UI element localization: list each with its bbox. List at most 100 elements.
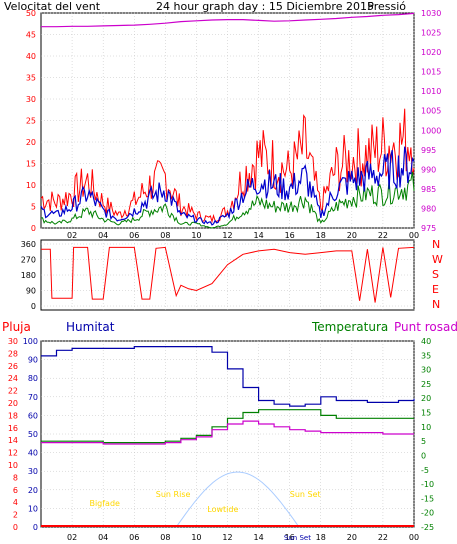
wind-speed-label: Velocitat del vent [4, 0, 101, 13]
dewpoint-label: Punt rosada [394, 320, 457, 334]
temperature-axis-tick-label: -15 [421, 494, 434, 503]
pressure-axis-tick-label: 1015 [421, 68, 441, 77]
pressure-axis-tick-label: 990 [421, 165, 436, 174]
panel1-x-tick-label: 04 [98, 231, 108, 240]
humidity-axis-tick-label: 50 [28, 430, 38, 439]
panel3-x-tick-label: 06 [129, 533, 139, 542]
temperature-axis-tick-label: 20 [421, 394, 431, 403]
compass-label: W [432, 253, 443, 266]
pressure-series [41, 12, 415, 28]
compass-label: E [432, 283, 439, 296]
temperature-label: Temperatura [311, 320, 388, 334]
panel1-x-tick-label: 00 [409, 231, 419, 240]
humidity-axis-tick-label: 80 [28, 374, 38, 383]
rain-axis-tick-label: 16 [8, 424, 18, 433]
pressure-axis-tick-label: 1010 [421, 87, 441, 96]
humidity-axis-tick-label: 0 [33, 523, 38, 532]
rain-axis-tick-label: 12 [8, 449, 18, 458]
panel3-x-tick-label: 22 [378, 533, 388, 542]
rain-axis-tick-label: 8 [13, 473, 18, 482]
panel1-x-tick-label: 08 [160, 231, 170, 240]
wind-direction-series [41, 246, 415, 303]
pressure-axis-tick-label: 975 [421, 224, 436, 233]
panel1-x-tick-label: 02 [67, 231, 77, 240]
panel3-x-tick-label: 16 [285, 533, 295, 542]
wind-axis-tick-label: 5 [31, 203, 36, 212]
humidity-axis-tick-label: 20 [28, 486, 38, 495]
pressure-axis-tick-label: 1000 [421, 126, 441, 135]
sunset-axis-label: Sun Set [284, 534, 311, 542]
rain-axis-tick-label: 20 [8, 399, 18, 408]
humidity-axis-tick-label: 40 [28, 449, 38, 458]
panel3-x-tick-label: 12 [222, 533, 232, 542]
dewpoint-series [41, 420, 414, 445]
temperature-axis-tick-label: 25 [421, 380, 431, 389]
wind-axis-tick-label: 50 [26, 9, 36, 18]
lowtide-marker: Lowtide [207, 505, 238, 514]
rain-axis-tick-label: 14 [8, 436, 18, 445]
panel3-x-tick-label: 18 [316, 533, 326, 542]
wind-axis-tick-label: 25 [26, 117, 36, 126]
panel3-x-tick-label: 02 [67, 533, 77, 542]
compass-label: N [432, 298, 440, 311]
wind-gust-series [40, 108, 415, 224]
compass-label: S [432, 268, 439, 281]
temperature-axis-tick-label: -25 [421, 523, 434, 532]
panel1-x-tick-label: 12 [222, 231, 232, 240]
temperature-axis-tick-label: 0 [421, 451, 426, 460]
compass-label: N [432, 238, 440, 251]
temperature-axis-tick-label: 5 [421, 437, 426, 446]
panel3-x-tick-label: 20 [347, 533, 357, 542]
rain-axis-tick-label: 6 [13, 486, 18, 495]
rain-axis-tick-label: 0 [13, 523, 18, 532]
humidity-axis-tick-label: 70 [28, 393, 38, 402]
temperature-axis-tick-label: 10 [421, 423, 431, 432]
panel1-x-tick-label: 14 [253, 231, 263, 240]
panel1-x-tick-label: 06 [129, 231, 139, 240]
panel3-x-tick-label: 00 [409, 533, 419, 542]
temperature-axis-tick-label: 15 [421, 409, 431, 418]
panel1-x-tick-label: 22 [378, 231, 388, 240]
panel1-x-tick-label: 16 [285, 231, 295, 240]
pressure-axis-tick-label: 1025 [421, 29, 441, 38]
wind-min-series [40, 171, 415, 229]
temperature-axis-tick-label: 40 [421, 337, 431, 346]
wind-average-series [40, 146, 415, 226]
temperature-axis-tick-label: 35 [421, 351, 431, 360]
rain-axis-tick-label: 30 [8, 337, 18, 346]
pressure-axis-tick-label: 985 [421, 185, 436, 194]
rain-label: Pluja [2, 320, 31, 334]
wind-axis-tick-label: 35 [26, 74, 36, 83]
wind-axis-tick-label: 40 [26, 52, 36, 61]
rain-axis-tick-label: 10 [8, 461, 18, 470]
direction-axis-tick-label: 90 [26, 287, 36, 296]
sun-arc [175, 471, 300, 528]
direction-axis-tick-label: 0 [31, 302, 36, 311]
pressure-axis-tick-label: 995 [421, 146, 436, 155]
temperature-axis-tick-label: -10 [421, 480, 434, 489]
wind-axis-tick-label: 0 [31, 224, 36, 233]
pressure-axis-tick-label: 1020 [421, 48, 441, 57]
rain-axis-tick-label: 18 [8, 411, 18, 420]
pressure-axis-tick-label: 1005 [421, 107, 441, 116]
graph-title: 24 hour graph day : 15 Diciembre 2015 [156, 0, 374, 13]
humidity-axis-tick-label: 30 [28, 467, 38, 476]
humidity-axis-tick-label: 10 [28, 504, 38, 513]
bigfade-marker: Bigfade [89, 499, 120, 508]
temperature-axis-tick-label: 30 [421, 366, 431, 375]
rain-axis-tick-label: 4 [13, 498, 18, 507]
panel3-x-tick-label: 04 [98, 533, 108, 542]
temperature-axis-tick-label: -5 [421, 466, 429, 475]
rain-axis-tick-label: 2 [13, 511, 18, 520]
pressure-label: Pressió [367, 0, 406, 13]
pressure-axis-tick-label: 1030 [421, 9, 441, 18]
rain-axis-tick-label: 24 [8, 374, 18, 383]
sunrise-marker: Sun Rise [156, 490, 191, 499]
rain-axis-tick-label: 28 [8, 349, 18, 358]
panel3-x-tick-label: 14 [253, 533, 263, 542]
rain-axis-tick-label: 26 [8, 362, 18, 371]
